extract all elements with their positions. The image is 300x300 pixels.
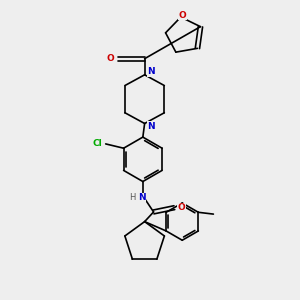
- Text: O: O: [106, 54, 114, 63]
- Text: N: N: [138, 193, 146, 202]
- Text: H: H: [130, 193, 136, 202]
- Text: N: N: [147, 122, 155, 131]
- Text: O: O: [179, 11, 187, 20]
- Text: Cl: Cl: [93, 140, 103, 148]
- Text: N: N: [147, 68, 155, 76]
- Text: O: O: [178, 203, 185, 212]
